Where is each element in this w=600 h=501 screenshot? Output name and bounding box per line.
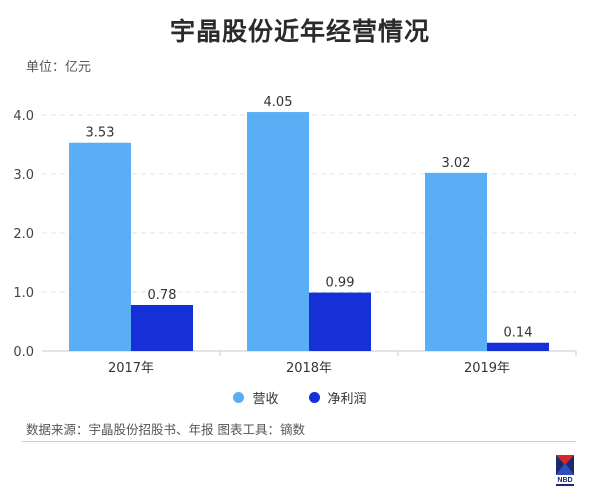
bar-revenue xyxy=(425,172,487,351)
data-label: 0.14 xyxy=(504,326,533,341)
unit-label: 单位：亿元 xyxy=(26,60,92,75)
data-label: 0.99 xyxy=(326,276,355,291)
legend-item-profit[interactable]: 净利润 xyxy=(308,388,367,407)
y-tick-label: 0.0 xyxy=(13,345,34,360)
x-tick-label: 2019年 xyxy=(464,361,510,376)
legend-marker-profit xyxy=(308,392,320,403)
legend-label-revenue: 营收 xyxy=(252,392,279,407)
bar-revenue xyxy=(247,112,309,351)
y-tick-label: 1.0 xyxy=(13,286,34,301)
nbd-logo: NBD xyxy=(556,455,574,486)
y-tick-label: 4.0 xyxy=(13,109,34,124)
data-source-note: 数据来源：宇晶股份招股书、年报 图表工具：镝数 xyxy=(26,422,305,437)
x-tick-label: 2018年 xyxy=(286,361,332,376)
legend-marker-revenue xyxy=(233,392,245,403)
chart-title: 宇晶股份近年经营情况 xyxy=(169,17,430,46)
data-label: 4.05 xyxy=(264,95,293,110)
y-tick-label: 3.0 xyxy=(13,168,34,183)
data-label: 0.78 xyxy=(148,288,177,303)
footer-divider xyxy=(22,441,576,442)
bar-profit xyxy=(487,342,549,351)
y-tick-label: 2.0 xyxy=(13,227,34,242)
bar-chart: 0.0 1.0 2.0 3.0 4.0 3.53 0.78 2017年 4.05 0.99 2018… xyxy=(13,95,577,376)
legend-label-profit: 净利润 xyxy=(327,392,367,407)
data-label: 3.53 xyxy=(86,126,115,141)
bar-profit xyxy=(309,292,371,351)
bar-profit xyxy=(131,304,193,351)
data-label: 3.02 xyxy=(442,156,471,171)
chart-legend: 营收 净利润 xyxy=(0,388,600,407)
bar-revenue xyxy=(69,142,131,351)
legend-item-revenue[interactable]: 营收 xyxy=(233,388,279,407)
x-tick-label: 2017年 xyxy=(108,361,154,376)
logo-text: NBD xyxy=(557,477,572,484)
